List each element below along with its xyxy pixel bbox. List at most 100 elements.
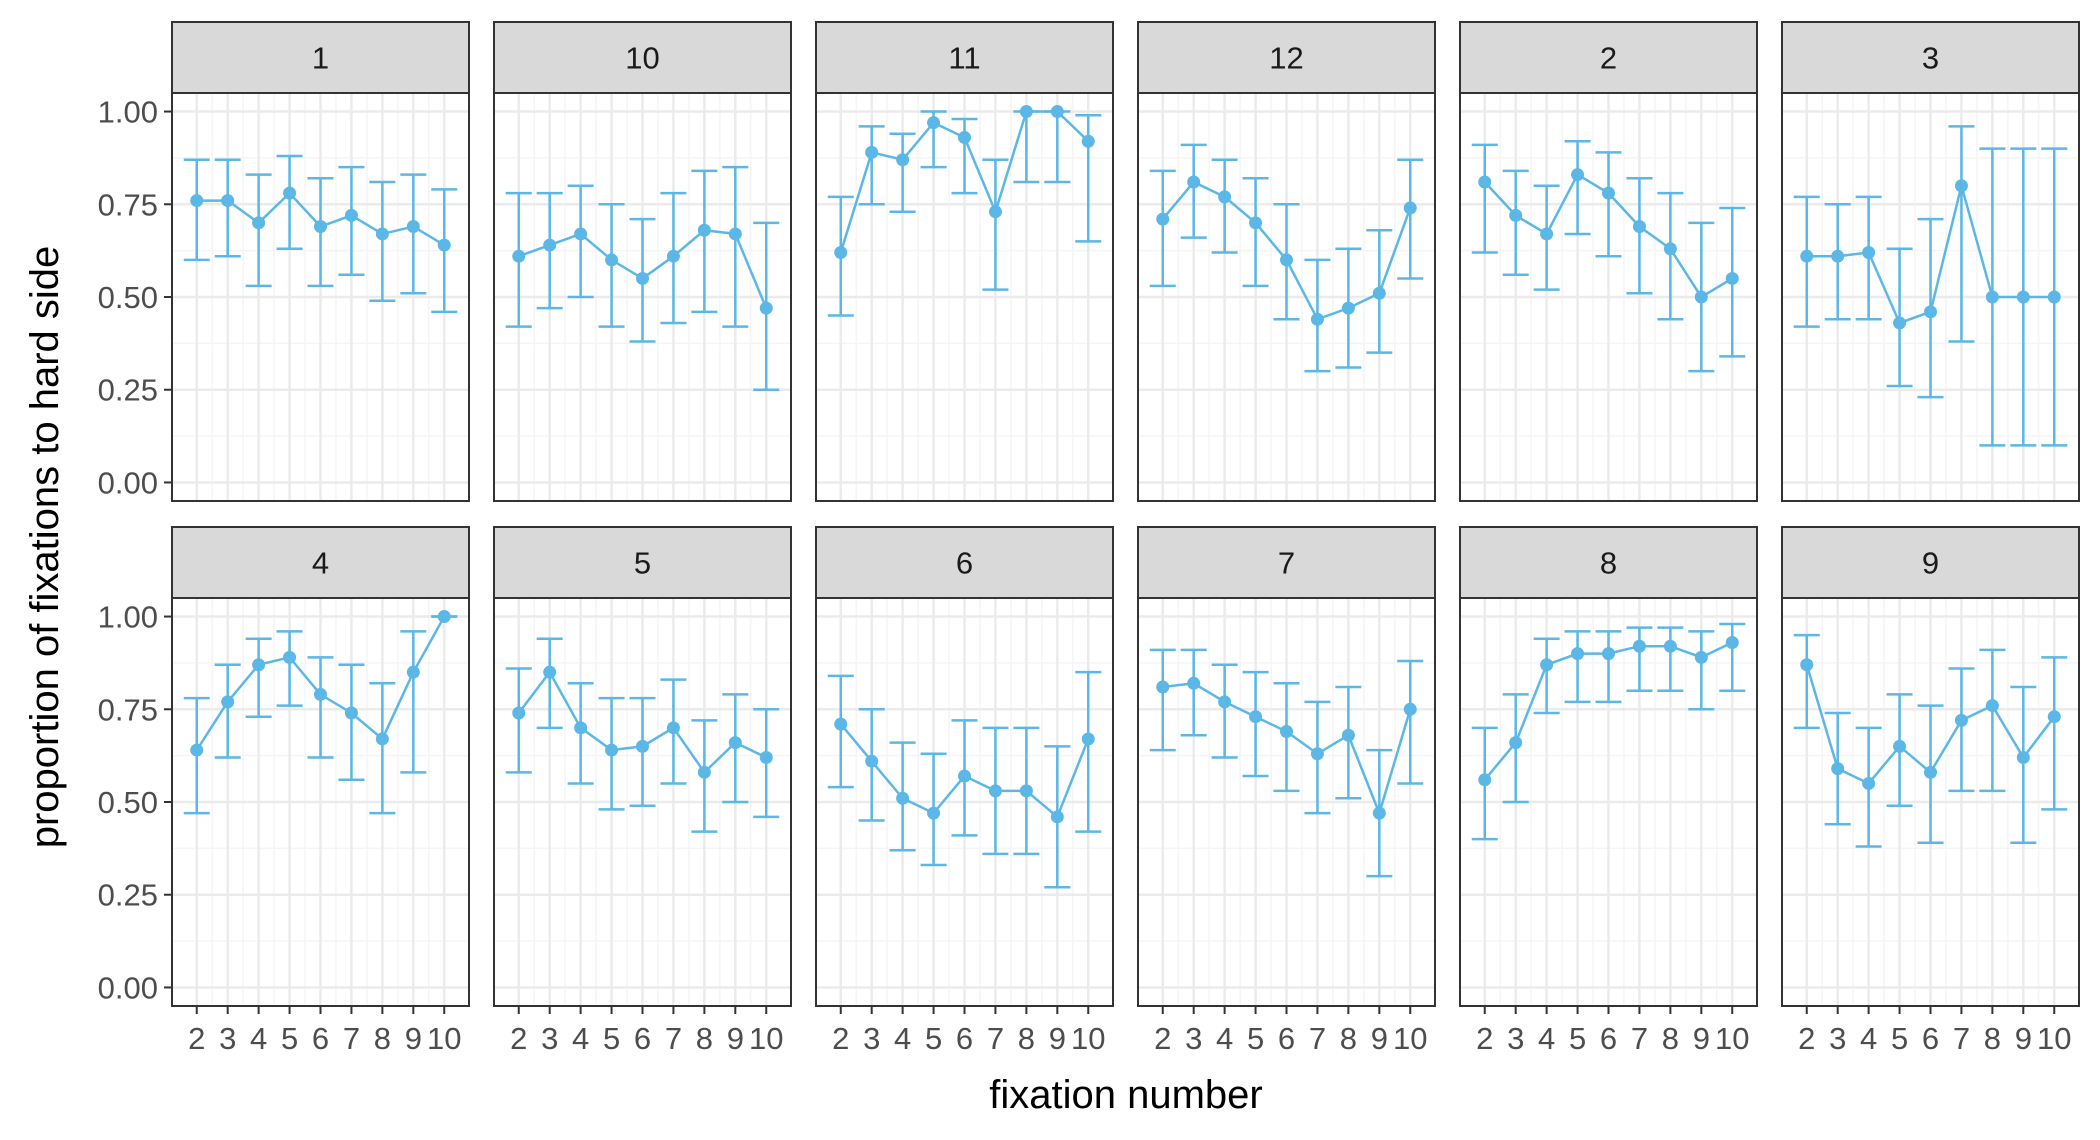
data-point — [2016, 290, 2030, 304]
error-bar — [1211, 158, 1238, 254]
error-bar — [1397, 659, 1424, 785]
facet-strip — [1459, 21, 1758, 94]
error-bar — [214, 663, 241, 759]
data-point — [728, 227, 742, 241]
facet-strip-label: 11 — [948, 41, 980, 76]
facet-strip — [1781, 21, 2080, 94]
data-point — [1341, 728, 1355, 742]
data-point — [697, 223, 711, 237]
data-point — [1725, 271, 1739, 285]
data-point — [512, 249, 526, 263]
data-point — [1694, 290, 1708, 304]
facet-strip-label: 3 — [1922, 41, 1939, 76]
error-bar — [1564, 139, 1591, 236]
x-tick-label: 5 — [1891, 1021, 1908, 1056]
facet-strip-label: 6 — [956, 546, 973, 581]
x-tick-label: 3 — [1185, 1021, 1202, 1056]
data-point — [1893, 739, 1907, 753]
data-point — [1985, 699, 1999, 713]
facet-strip — [815, 526, 1114, 599]
x-tick-label: 10 — [1715, 1021, 1749, 1056]
y-tick-label: 0.25 — [98, 373, 158, 408]
facet-panel-1: 1 0.00 0.25 0.50 0.75 1.00 — [98, 21, 470, 502]
error-bar — [1948, 125, 1975, 343]
x-tick-label: 10 — [1071, 1021, 1105, 1056]
data-point — [896, 153, 910, 167]
data-point — [927, 806, 941, 820]
x-tick-label: 8 — [1018, 1021, 1035, 1056]
x-tick-label: 8 — [1984, 1021, 2001, 1056]
facet-strip-label: 2 — [1600, 41, 1617, 76]
data-point — [437, 610, 451, 624]
x-tick-label: 6 — [1922, 1021, 1939, 1056]
data-point — [988, 205, 1002, 219]
facet-strip-label: 8 — [1600, 546, 1617, 581]
data-point — [636, 739, 649, 753]
x-tick-label: 3 — [1507, 1021, 1524, 1056]
data-point — [1019, 105, 1033, 119]
error-bar — [2041, 656, 2068, 811]
data-point — [1249, 710, 1263, 724]
x-tick-label: 4 — [1860, 1021, 1877, 1056]
y-tick-label: 0.75 — [98, 692, 158, 727]
facet-strip-label: 9 — [1922, 546, 1939, 581]
data-point — [221, 695, 235, 709]
x-tick-label: 7 — [1953, 1021, 1970, 1056]
x-tick-label: 8 — [1340, 1021, 1357, 1056]
error-bar — [1242, 670, 1269, 778]
data-point — [1632, 220, 1646, 234]
data-point — [1800, 249, 1814, 263]
data-point — [1694, 650, 1708, 664]
error-bar — [307, 656, 334, 759]
error-bar — [1335, 685, 1362, 800]
data-point — [1081, 134, 1095, 148]
x-tick-label: 3 — [541, 1021, 558, 1056]
error-bar — [369, 682, 396, 815]
data-point — [1403, 702, 1417, 716]
error-bar — [1657, 191, 1684, 321]
data-point — [574, 721, 588, 735]
error-bar — [1211, 663, 1238, 759]
data-point — [1081, 732, 1095, 746]
facet-panel-3: 3 — [1781, 21, 2080, 502]
facet-strip — [1459, 526, 1758, 599]
error-bar — [245, 173, 272, 288]
data-point — [1954, 713, 1968, 727]
data-point — [927, 116, 941, 130]
data-point — [512, 706, 526, 720]
data-point — [190, 743, 204, 757]
error-bar — [1180, 143, 1207, 239]
x-tick-label: 2 — [1154, 1021, 1171, 1056]
x-tick-label: 2 — [832, 1021, 849, 1056]
data-point — [1602, 186, 1615, 200]
data-point — [252, 216, 266, 230]
x-tick-label: 3 — [219, 1021, 236, 1056]
data-point — [1280, 725, 1293, 739]
error-bar — [400, 173, 427, 295]
x-tick-label: 8 — [696, 1021, 713, 1056]
data-point — [1478, 175, 1492, 189]
x-tick-label: 5 — [1569, 1021, 1586, 1056]
data-point — [1862, 245, 1876, 259]
data-point — [666, 721, 680, 735]
data-point — [543, 238, 557, 252]
data-point — [1509, 736, 1523, 750]
data-point — [1924, 765, 1937, 779]
data-point — [1478, 773, 1492, 787]
data-point — [1862, 776, 1876, 790]
data-point — [1663, 639, 1677, 653]
data-point — [1403, 201, 1417, 215]
data-point — [314, 687, 327, 701]
error-bar — [276, 154, 303, 251]
data-point — [1571, 647, 1585, 661]
x-tick-label: 8 — [1662, 1021, 1679, 1056]
data-point — [1509, 208, 1523, 222]
data-point — [728, 736, 742, 750]
data-point — [1800, 658, 1814, 672]
facet-strip — [493, 526, 792, 599]
x-tick-label: 3 — [1829, 1021, 1846, 1056]
facet-strip — [1137, 526, 1436, 599]
x-tick-label: 2 — [510, 1021, 527, 1056]
data-point — [636, 271, 649, 285]
